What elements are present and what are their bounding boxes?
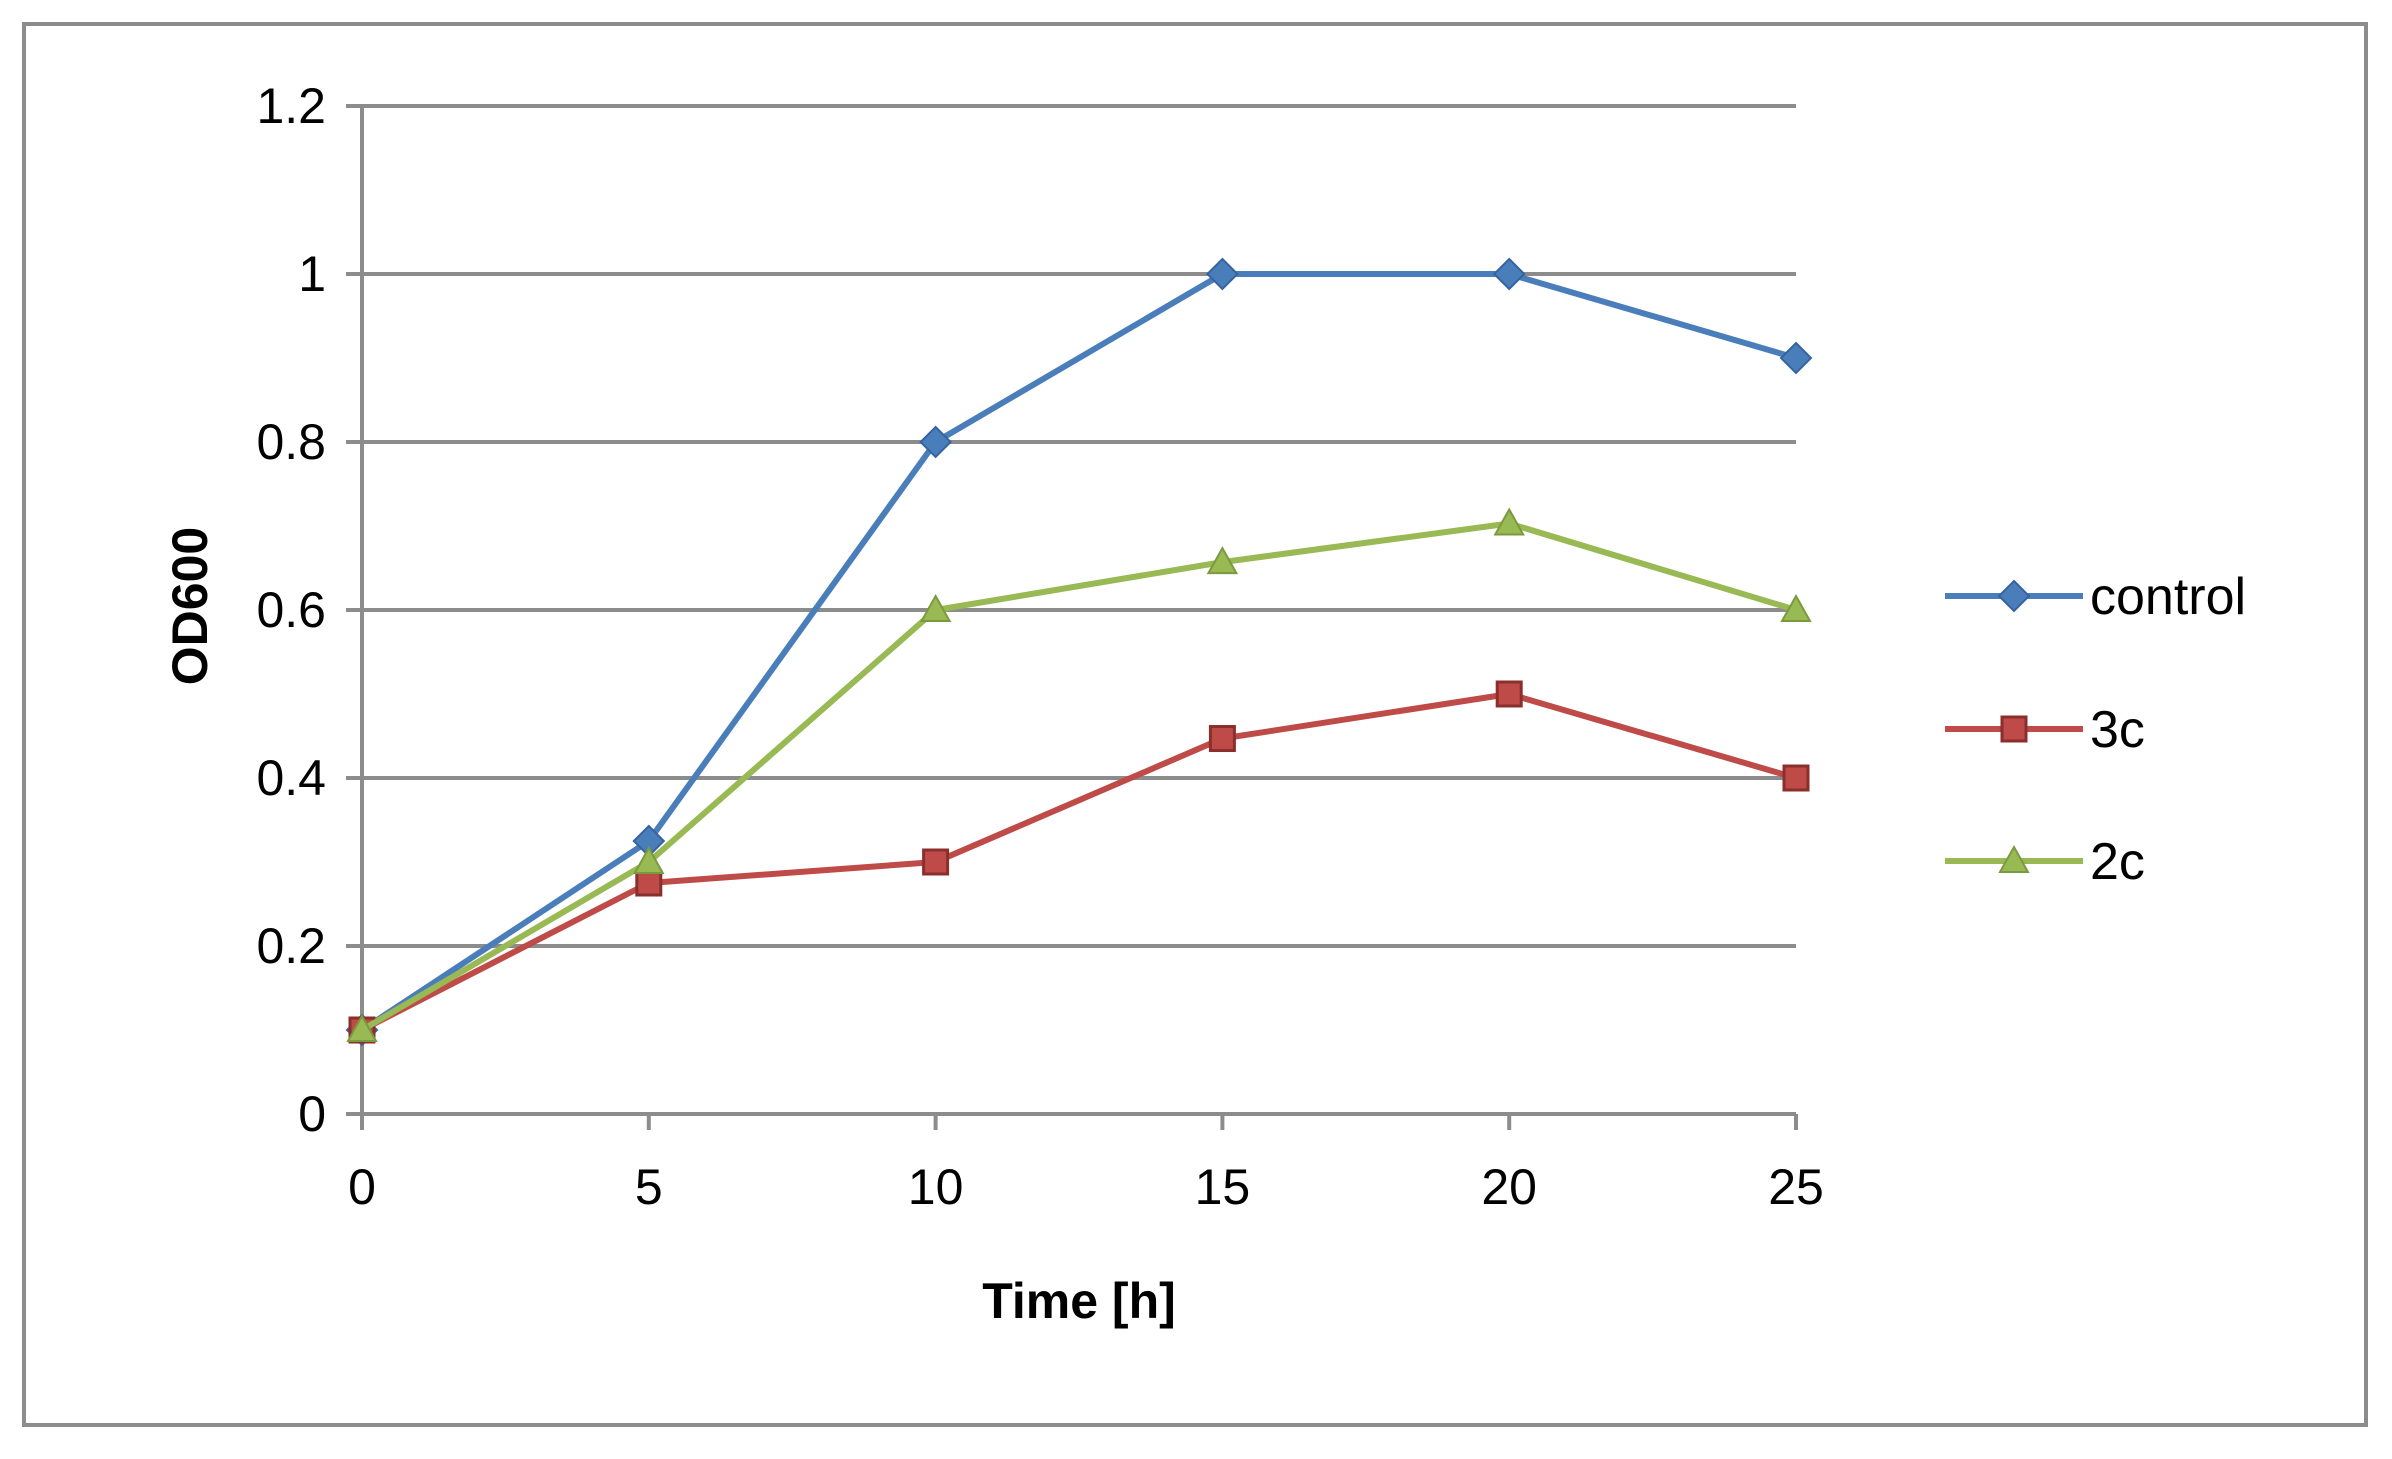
- data-point-2c: [1780, 593, 1812, 622]
- x-tick-label: 25: [1768, 1159, 1824, 1215]
- data-point-control: [919, 425, 953, 459]
- data-point-2c: [346, 1013, 378, 1042]
- x-tick-label: 20: [1481, 1159, 1537, 1215]
- legend-item-control: control: [1945, 568, 2246, 626]
- legend-item-3c: 3c: [1945, 701, 2145, 759]
- legend: control 3c 2c: [1945, 568, 2246, 891]
- legend-marker: [2000, 715, 2028, 743]
- y-tick-label: 0.2: [256, 918, 326, 974]
- data-point-2c: [1493, 507, 1525, 536]
- data-point-control: [1779, 341, 1813, 375]
- data-point-3c: [1208, 725, 1236, 753]
- data-point-3c: [1782, 764, 1810, 792]
- chart-frame: [22, 22, 2368, 1427]
- data-point-control: [1205, 257, 1239, 291]
- series-line-3c: [360, 691, 1797, 1033]
- y-tick-label: 0.8: [256, 414, 326, 470]
- legend-label: 3c: [2090, 701, 2145, 759]
- y-tick-label: 0.6: [256, 582, 326, 638]
- legend-label: 2c: [2090, 833, 2145, 891]
- data-point-control: [1492, 257, 1526, 291]
- legend-item-2c: 2c: [1945, 833, 2145, 891]
- data-point-2c: [1206, 546, 1239, 575]
- y-axis-title: OD600: [162, 527, 218, 685]
- series: [345, 257, 1813, 1047]
- data-point-3c: [635, 869, 663, 897]
- y-tick-label: 0: [298, 1086, 326, 1142]
- x-tick-label: 10: [908, 1159, 964, 1215]
- series-line-2c: [360, 520, 1797, 1033]
- gridlines: [362, 104, 1796, 948]
- legend-marker: [1997, 579, 2031, 613]
- legend-label: control: [2090, 568, 2246, 626]
- series-control: [345, 257, 1813, 1047]
- x-tick-label: 15: [1195, 1159, 1251, 1215]
- y-axis-ticks: 0 0.2 0.4 0.6 0.8 1 1.2: [256, 78, 362, 1142]
- series-2c: [346, 507, 1812, 1042]
- series-3c: [348, 680, 1810, 1044]
- data-point-3c: [922, 848, 950, 876]
- y-tick-label: 1.2: [256, 78, 326, 134]
- x-tick-label: 5: [635, 1159, 663, 1215]
- data-point-3c: [1495, 680, 1523, 708]
- legend-marker: [1998, 844, 2030, 873]
- series-line-control: [360, 271, 1797, 1033]
- y-tick-label: 1: [298, 246, 326, 302]
- x-tick-label: 0: [348, 1159, 376, 1215]
- data-point-2c: [633, 845, 665, 874]
- data-point-2c: [919, 593, 952, 622]
- x-axis-ticks: 0 5 10 15 20 25: [348, 1114, 1824, 1215]
- y-tick-label: 0.4: [256, 750, 326, 806]
- x-axis-title: Time [h]: [982, 1273, 1176, 1329]
